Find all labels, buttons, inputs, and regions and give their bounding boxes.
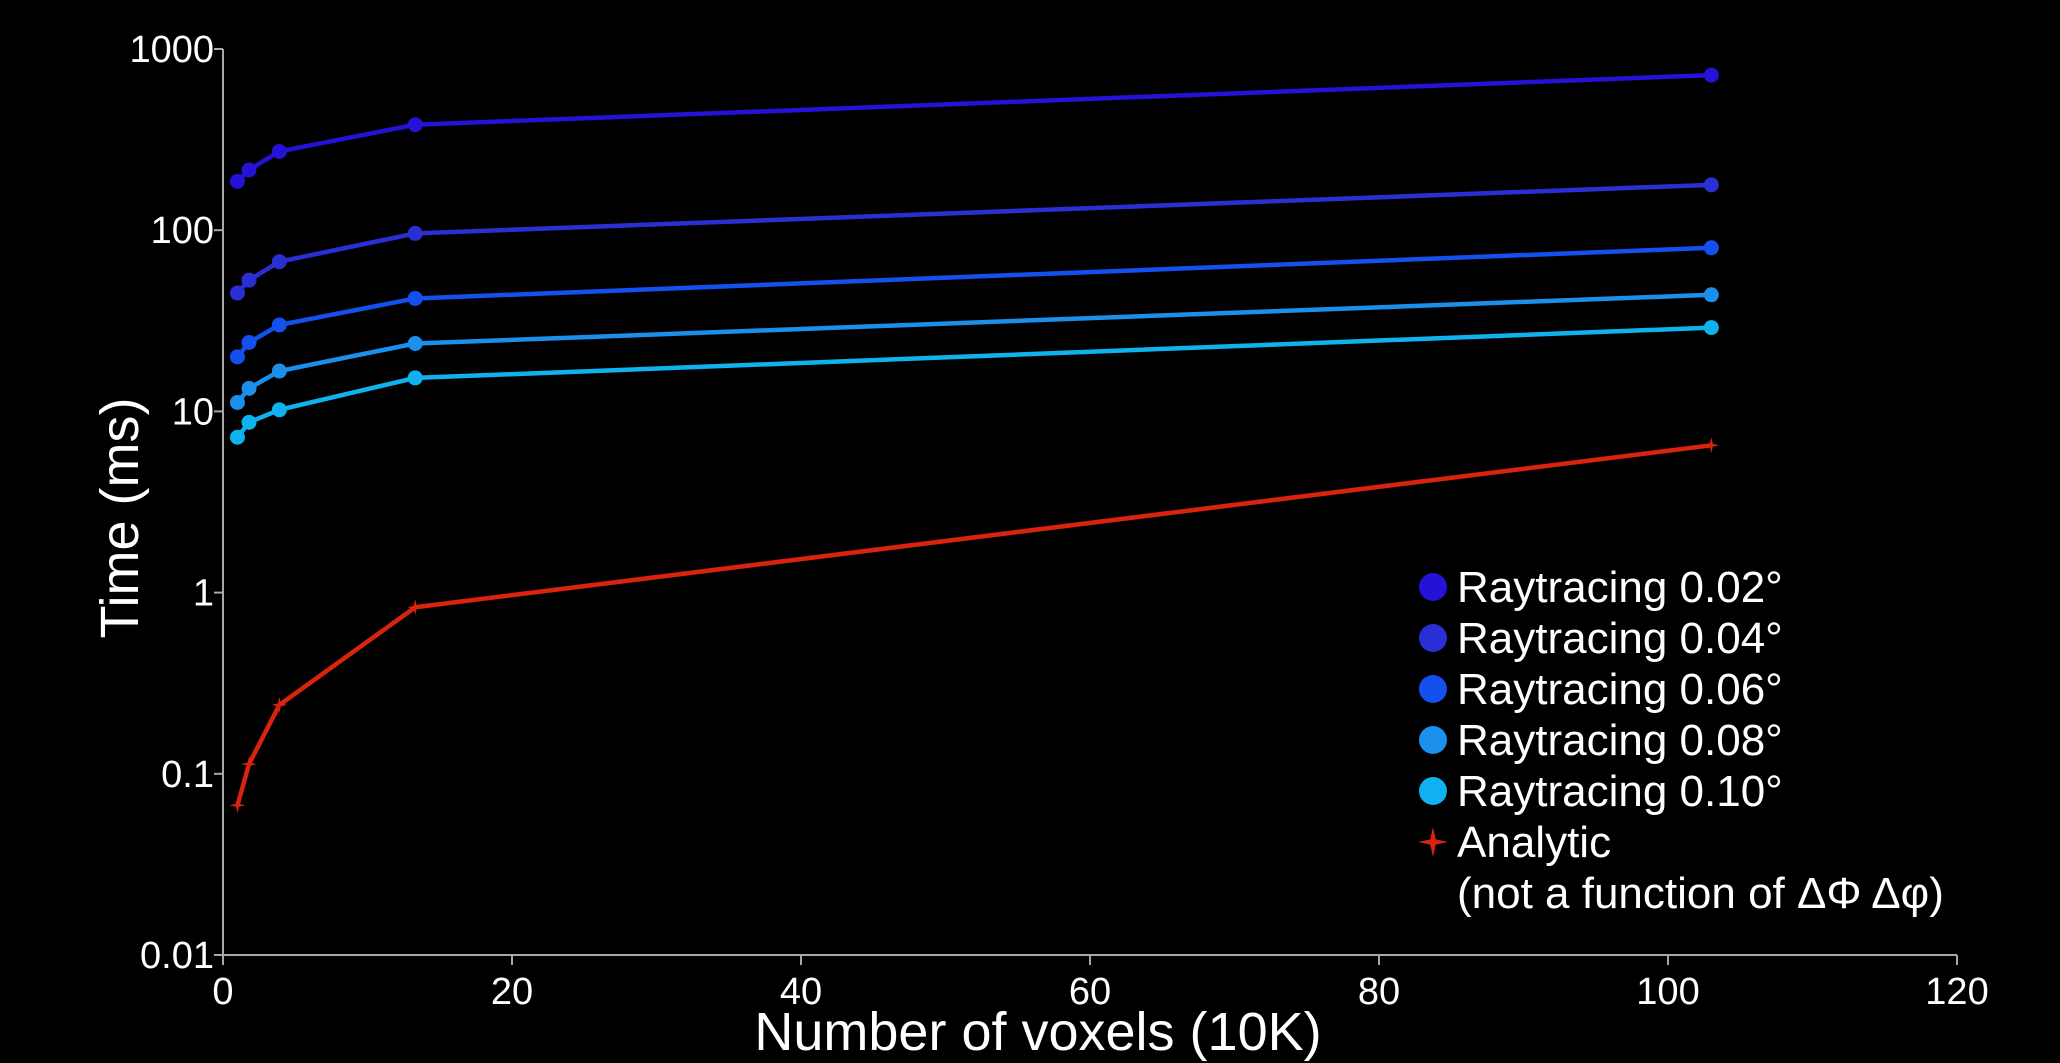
data-point xyxy=(271,143,287,159)
data-point xyxy=(241,272,257,288)
x-tick-label: 20 xyxy=(491,971,533,1013)
marker-vertical xyxy=(1709,437,1714,454)
x-tick-label: 40 xyxy=(780,971,822,1013)
series-2 xyxy=(229,177,1719,301)
data-point xyxy=(271,696,288,713)
x-tick-label: 60 xyxy=(1069,971,1111,1013)
legend-marker xyxy=(1419,777,1447,805)
legend-item: Raytracing 0.06° xyxy=(1419,665,1783,714)
data-point xyxy=(407,370,423,386)
series-line xyxy=(235,72,1712,183)
marker-vertical xyxy=(413,599,417,616)
data-point xyxy=(241,414,257,430)
data-point xyxy=(271,317,287,333)
legend-label: Raytracing 0.10° xyxy=(1457,767,1783,816)
marker-vertical xyxy=(235,797,240,814)
x-axis-title: Number of voxels (10K) xyxy=(754,1002,1321,1062)
data-point xyxy=(1703,177,1719,193)
legend-label: Raytracing 0.06° xyxy=(1457,665,1783,714)
data-point xyxy=(407,290,423,306)
legend-marker xyxy=(1419,624,1447,652)
data-point xyxy=(241,162,257,178)
data-point xyxy=(1703,240,1719,256)
series-6 xyxy=(229,437,1720,814)
x-tick-label: 100 xyxy=(1636,971,1699,1013)
series-4 xyxy=(229,287,1719,410)
data-point xyxy=(229,173,245,189)
data-point xyxy=(229,285,245,301)
data-point xyxy=(1703,320,1719,336)
data-point xyxy=(1703,437,1720,454)
data-point xyxy=(407,599,424,616)
legend-item: Analytic(not a function of ΔΦ Δφ) xyxy=(1418,818,1944,918)
x-tick-label: 120 xyxy=(1925,971,1988,1013)
y-tick-label: 0.01 xyxy=(140,935,214,977)
data-point xyxy=(271,254,287,270)
series-1 xyxy=(229,67,1719,189)
axes: 0 20 40 60 80 100 120 0.01 0.1 1 10 100 1000 xyxy=(129,29,1988,1013)
data-point xyxy=(407,225,423,241)
legend-item: Raytracing 0.08° xyxy=(1419,716,1783,765)
legend-item: Raytracing 0.04° xyxy=(1419,614,1783,663)
y-tick-label: 10 xyxy=(172,391,214,433)
data-point xyxy=(241,335,257,351)
legend-label: Raytracing 0.08° xyxy=(1457,716,1783,765)
data-point xyxy=(241,756,258,773)
series-3 xyxy=(229,240,1719,365)
data-point xyxy=(271,363,287,379)
data-point xyxy=(229,429,245,445)
data-point xyxy=(407,117,423,133)
legend-marker xyxy=(1419,726,1447,754)
y-axis-title: Time (ms) xyxy=(90,398,150,639)
legend-marker xyxy=(1418,827,1448,857)
data-point xyxy=(229,394,245,410)
legend-marker xyxy=(1419,573,1447,601)
data-point xyxy=(229,349,245,365)
legend-label: Raytracing 0.02° xyxy=(1457,563,1783,612)
x-tick-label: 0 xyxy=(212,971,233,1013)
series-5 xyxy=(229,320,1719,445)
x-tick-label: 80 xyxy=(1358,971,1400,1013)
y-tick-label: 1000 xyxy=(129,29,214,71)
data-point xyxy=(271,402,287,418)
legend-label: Raytracing 0.04° xyxy=(1457,614,1783,663)
marker-vertical xyxy=(247,756,251,773)
data-point xyxy=(1703,287,1719,303)
legend-item: Raytracing 0.02° xyxy=(1419,563,1783,612)
data-point xyxy=(229,797,246,814)
y-tick-label: 1 xyxy=(193,573,214,615)
data-point xyxy=(241,380,257,396)
legend-label-line2: (not a function of ΔΦ Δφ) xyxy=(1457,869,1944,918)
y-tick-label: 0.1 xyxy=(161,754,214,796)
legend-marker xyxy=(1419,675,1447,703)
marker-vertical xyxy=(277,696,282,713)
series-line xyxy=(235,292,1712,404)
y-tick-label: 100 xyxy=(151,210,214,252)
legend-item: Raytracing 0.10° xyxy=(1419,767,1783,816)
data-point xyxy=(1703,67,1719,83)
data-point xyxy=(407,335,423,351)
marker-vertical xyxy=(1429,827,1437,857)
legend-label: Analytic xyxy=(1457,818,1611,867)
legend: Raytracing 0.02°Raytracing 0.04°Raytraci… xyxy=(1418,563,1944,918)
series-layer xyxy=(229,67,1720,814)
